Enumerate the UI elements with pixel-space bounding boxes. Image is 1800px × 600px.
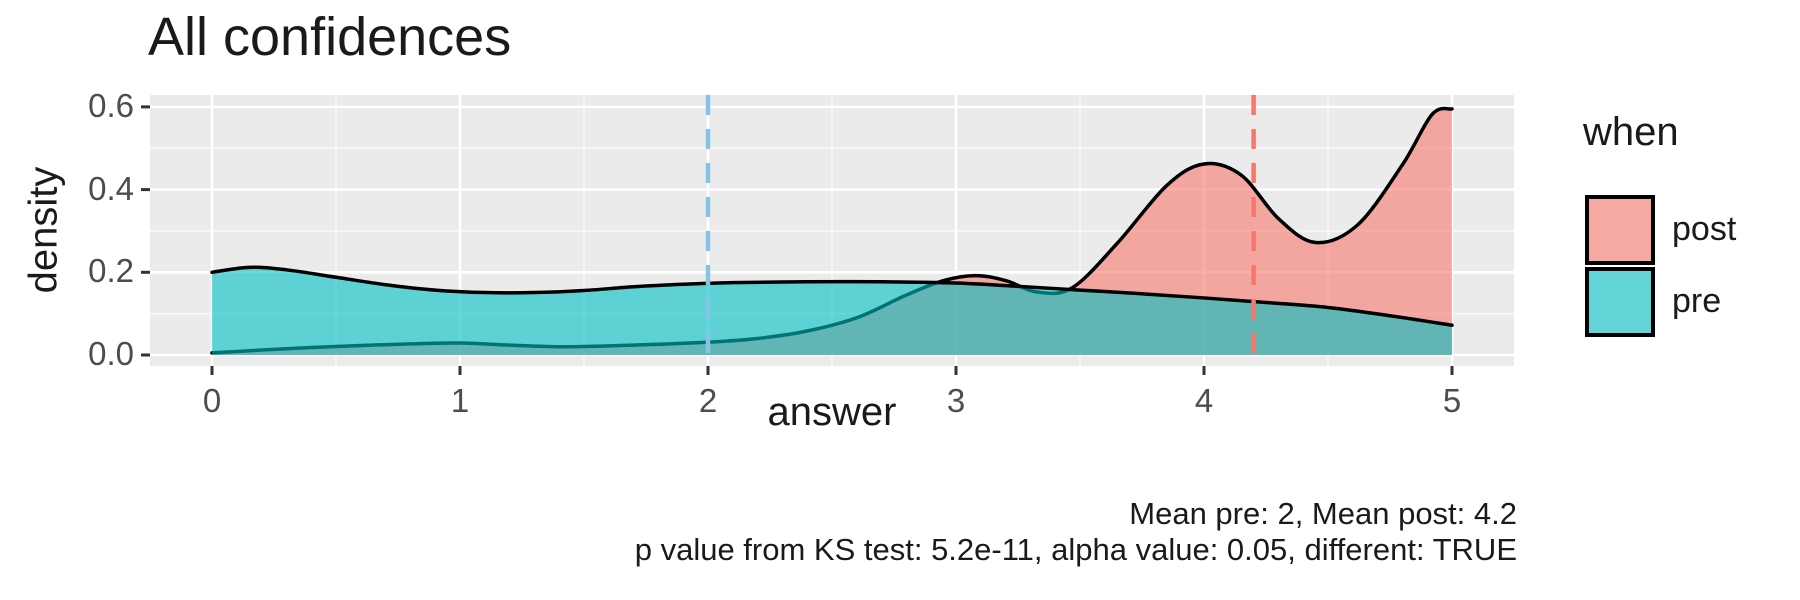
caption: Mean pre: 2, Mean post: 4.2 p value from… [635, 496, 1517, 568]
legend-swatch-fill [1589, 199, 1651, 261]
caption-line-1: Mean pre: 2, Mean post: 4.2 [1129, 496, 1517, 531]
x-tick-label: 3 [946, 382, 966, 419]
legend-label-pre: pre [1672, 282, 1722, 320]
legend-key-pre [1585, 267, 1655, 337]
y-tick-label: 0.6 [88, 87, 134, 124]
caption-line-2: p value from KS test: 5.2e-11, alpha val… [634, 532, 1517, 567]
plot-title: All confidences [148, 7, 512, 67]
pre-density-area [212, 267, 1452, 355]
legend-title: when [1583, 110, 1679, 154]
x-tick-label: 4 [1194, 382, 1214, 419]
x-tick-label: 1 [450, 382, 470, 419]
pre-density-outline [210, 265, 1454, 327]
x-tick-label: 2 [698, 382, 718, 419]
y-axis-title: density [21, 166, 66, 294]
legend-swatch-fill [1589, 271, 1651, 333]
x-tick-label: 5 [1442, 382, 1462, 419]
y-tick-label: 0.4 [88, 170, 134, 207]
x-axis-title: answer [767, 390, 897, 434]
y-tick-label: 0.2 [88, 252, 134, 289]
legend-label-post: post [1672, 210, 1737, 248]
legend-key-post [1585, 195, 1655, 265]
x-tick-label: 0 [202, 382, 222, 419]
y-tick-label: 0.0 [88, 335, 134, 372]
